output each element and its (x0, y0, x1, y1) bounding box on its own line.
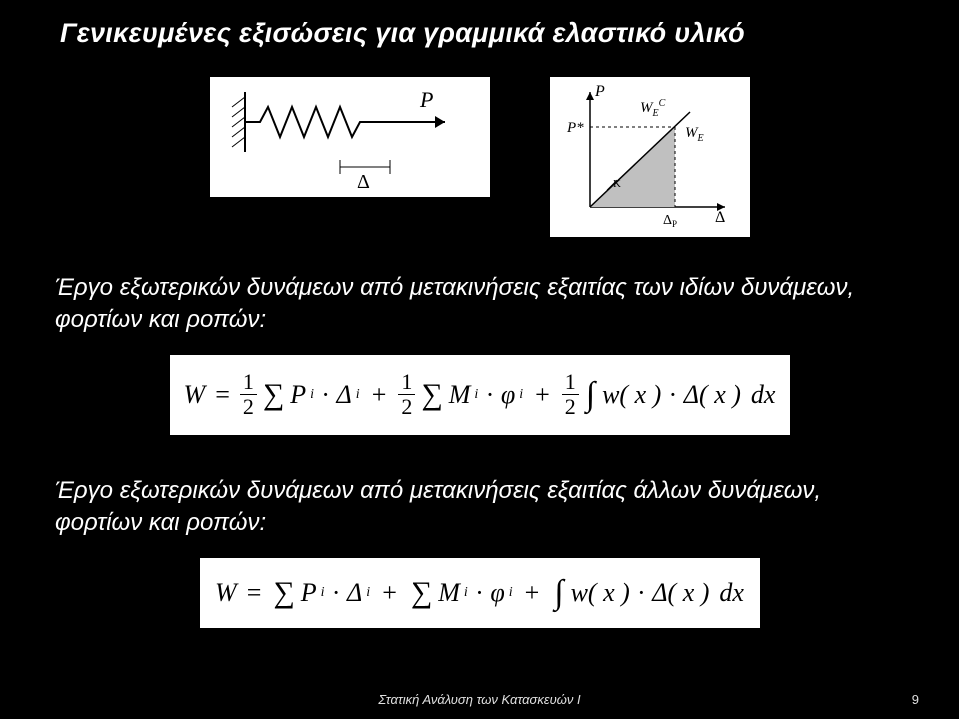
page-number: 9 (912, 692, 919, 707)
graph-Pstar: P* (566, 120, 584, 136)
spring-P: P (419, 87, 433, 112)
graph-Delta: Δ (715, 209, 725, 226)
figure-row: P Δ (40, 77, 919, 237)
graph-K: K (613, 178, 621, 190)
svg-text:ΔP: ΔP (663, 213, 677, 229)
footer-text: Στατική Ανάλυση των Κατασκευών Ι (0, 692, 959, 707)
paragraph-2: Έργο εξωτερικών δυνάμεων από μετακινήσει… (40, 475, 919, 540)
equation-2: W = ∑ Pi · Δi + ∑ Mi · φi + ∫ w( x ) · Δ… (200, 558, 760, 628)
spring-delta: Δ (357, 171, 370, 192)
paragraph-1: Έργο εξωτερικών δυνάμεων από μετακινήσει… (40, 272, 919, 337)
svg-text:WE: WE (685, 125, 704, 144)
equation-1: W = 12 ∑ Pi · Δi + 12 ∑ Mi · φi + 12 ∫ w… (170, 355, 790, 435)
slide-title: Γενικευμένες εξισώσεις για γραμμικά ελασ… (40, 18, 919, 49)
figure-graph: P P* Δ WEC WE K ΔP (550, 77, 750, 237)
graph-DP: Δ (663, 213, 672, 228)
svg-text:WEC: WEC (640, 98, 666, 119)
graph-P: P (594, 83, 605, 100)
figure-spring: P Δ (210, 77, 490, 197)
